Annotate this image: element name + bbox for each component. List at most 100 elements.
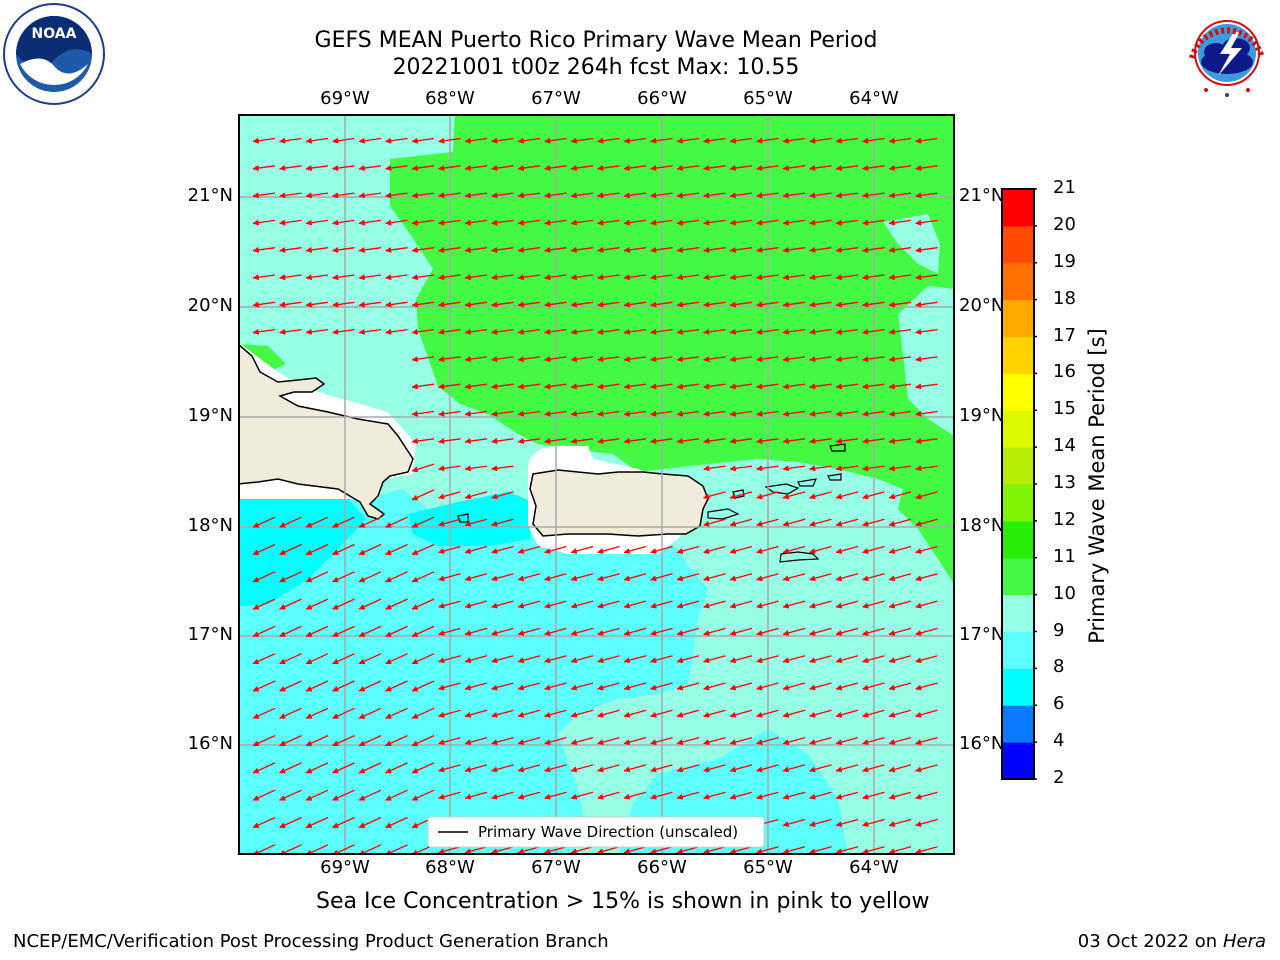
wave-arrow bbox=[570, 383, 594, 390]
wave-arrow bbox=[490, 410, 514, 417]
wave-arrow bbox=[305, 625, 329, 637]
wave-arrow bbox=[305, 571, 329, 583]
wave-arrow bbox=[888, 137, 912, 144]
coordinate-label: 69°W bbox=[320, 88, 370, 109]
wave-arrow bbox=[570, 274, 594, 281]
wave-arrow bbox=[649, 410, 673, 417]
wave-arrow bbox=[490, 736, 514, 746]
wave-arrow bbox=[358, 328, 382, 335]
wave-arrow bbox=[570, 709, 594, 718]
coordinate-label: 21°N bbox=[187, 185, 233, 206]
wave-arrow bbox=[729, 438, 753, 445]
wave-arrow bbox=[676, 219, 700, 226]
wave-arrow bbox=[358, 625, 382, 637]
coordinate-label: 19°N bbox=[959, 405, 1005, 426]
wave-arrow bbox=[490, 192, 514, 199]
wave-arrow bbox=[835, 491, 859, 500]
wave-arrow bbox=[384, 274, 408, 281]
wave-arrow bbox=[570, 627, 594, 636]
wave-arrow bbox=[808, 545, 832, 554]
wave-arrow bbox=[888, 246, 912, 253]
wave-arrow bbox=[358, 192, 382, 199]
wave-arrow bbox=[649, 246, 673, 253]
wave-arrow bbox=[437, 518, 461, 527]
wave-arrow bbox=[384, 816, 408, 829]
anegada-outline bbox=[827, 473, 842, 481]
wave-arrow bbox=[252, 598, 276, 610]
wave-arrow bbox=[808, 818, 832, 827]
wave-arrow bbox=[861, 137, 885, 144]
coordinate-label: 65°W bbox=[743, 857, 793, 878]
wave-arrow bbox=[517, 709, 541, 718]
wave-arrow bbox=[755, 219, 779, 226]
coordinate-label: 16°N bbox=[187, 733, 233, 754]
wave-arrow bbox=[464, 274, 488, 281]
wave-arrow bbox=[649, 627, 673, 636]
wave-arrow bbox=[914, 655, 938, 664]
wave-arrow bbox=[755, 573, 779, 582]
wave-arrow bbox=[411, 438, 435, 445]
wave-arrow bbox=[623, 709, 647, 718]
wave-arrow bbox=[835, 545, 859, 554]
wave-arrow bbox=[570, 655, 594, 664]
wave-arrow bbox=[755, 465, 779, 472]
wave-arrow bbox=[437, 274, 461, 281]
coordinate-label: 64°W bbox=[849, 88, 899, 109]
wave-arrow bbox=[861, 465, 885, 472]
wave-arrow bbox=[517, 219, 541, 226]
wave-arrow bbox=[755, 165, 779, 172]
wave-arrow bbox=[861, 655, 885, 664]
wave-arrow bbox=[782, 410, 806, 417]
wave-arrow bbox=[384, 598, 408, 610]
coordinate-label: 17°N bbox=[187, 624, 233, 645]
wave-arrow bbox=[835, 219, 859, 226]
wave-arrow bbox=[437, 137, 461, 144]
wave-arrow bbox=[596, 438, 620, 445]
wave-arrow bbox=[676, 682, 700, 691]
wave-arrow bbox=[278, 301, 302, 308]
wave-arrow bbox=[782, 192, 806, 199]
wave-arrow bbox=[252, 192, 276, 199]
wave-arrow bbox=[808, 518, 832, 527]
wave-arrow bbox=[596, 356, 620, 363]
wave-arrow bbox=[570, 410, 594, 417]
wave-arrow bbox=[437, 709, 461, 718]
wave-arrow bbox=[861, 192, 885, 199]
wave-arrow bbox=[888, 165, 912, 172]
wave-arrow bbox=[305, 219, 329, 226]
wave-arrow bbox=[596, 219, 620, 226]
wave-arrow bbox=[543, 438, 567, 445]
wave-arrow bbox=[437, 600, 461, 609]
wave-arrow bbox=[623, 301, 647, 308]
wave-arrow bbox=[358, 543, 382, 556]
wave-arrow bbox=[676, 383, 700, 390]
wave-arrow bbox=[782, 518, 806, 527]
wave-arrow bbox=[596, 545, 620, 554]
wave-arrow bbox=[305, 735, 329, 747]
wave-arrow bbox=[411, 137, 435, 144]
wave-arrow bbox=[888, 627, 912, 636]
wave-arrow bbox=[702, 518, 726, 527]
wave-arrow bbox=[278, 165, 302, 172]
wave-arrow bbox=[331, 328, 355, 335]
wave-arrow bbox=[702, 246, 726, 253]
wave-arrow bbox=[570, 545, 594, 554]
wave-arrow bbox=[808, 328, 832, 335]
wave-arrow bbox=[676, 274, 700, 281]
wave-arrow bbox=[543, 709, 567, 718]
wave-arrow bbox=[517, 736, 541, 746]
wave-arrow bbox=[676, 246, 700, 253]
wave-arrow bbox=[570, 165, 594, 172]
wave-arrow bbox=[755, 655, 779, 664]
wave-arrow bbox=[570, 328, 594, 335]
wave-arrow bbox=[808, 600, 832, 609]
wave-arrow bbox=[305, 165, 329, 172]
wave-arrow bbox=[702, 219, 726, 226]
wave-arrow bbox=[411, 328, 435, 335]
puerto-rico-land bbox=[529, 469, 709, 537]
wave-arrow bbox=[914, 246, 938, 253]
wave-arrow bbox=[543, 682, 567, 691]
wave-arrow bbox=[437, 764, 461, 773]
wave-arrow bbox=[252, 219, 276, 226]
wave-arrow bbox=[702, 383, 726, 390]
